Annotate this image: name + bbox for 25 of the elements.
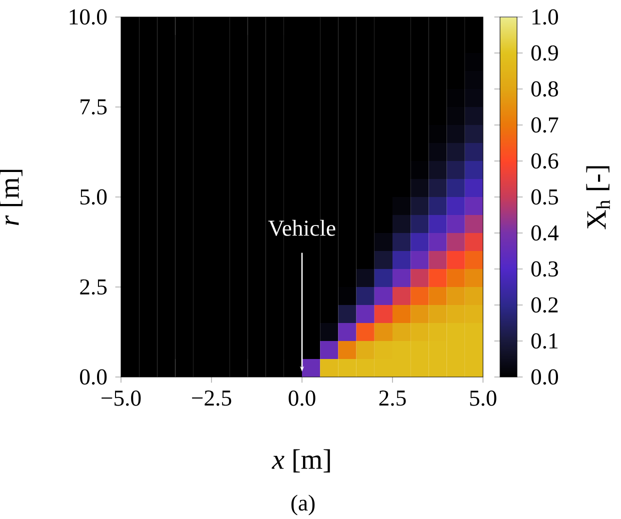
annotation: Vehicle: [268, 220, 336, 236]
x-tick-label: −5.0: [102, 390, 141, 406]
x-tick-label: −2.5: [192, 390, 232, 406]
x-tick-label: 2.5: [379, 390, 406, 406]
color-bar-label: 0.8: [531, 81, 558, 97]
x-axis-title: x [m]: [272, 449, 330, 472]
color-bar-label: 0.4: [531, 225, 559, 241]
color-bar-label: 0.6: [531, 153, 558, 169]
color-bar-label: 0.7: [531, 117, 558, 133]
color-bar-label: 0.3: [531, 261, 558, 277]
y-tick-label: 0.0: [80, 369, 107, 385]
text: (a): [291, 494, 315, 516]
color-bar-label: 0.2: [531, 297, 558, 313]
x-tick-label: 5.0: [470, 390, 496, 406]
y-tick-label: 7.5: [80, 99, 107, 115]
color-bar-label: 0.9: [531, 45, 558, 61]
x-tick-label: 0.0: [288, 390, 316, 406]
color-bar-label: 0.1: [531, 333, 558, 349]
color-bar-label: 0.0: [531, 369, 558, 385]
y-tick-label: 2.5: [80, 279, 107, 295]
color-bar-title: X$_{h}$ [-]: [586, 166, 610, 230]
color-bar-label: 0.5: [531, 189, 558, 205]
color-bar-label: 1.0: [532, 9, 558, 25]
y-tick-label: 5.0: [80, 189, 107, 205]
y-tick-label: 10.0: [70, 9, 107, 25]
